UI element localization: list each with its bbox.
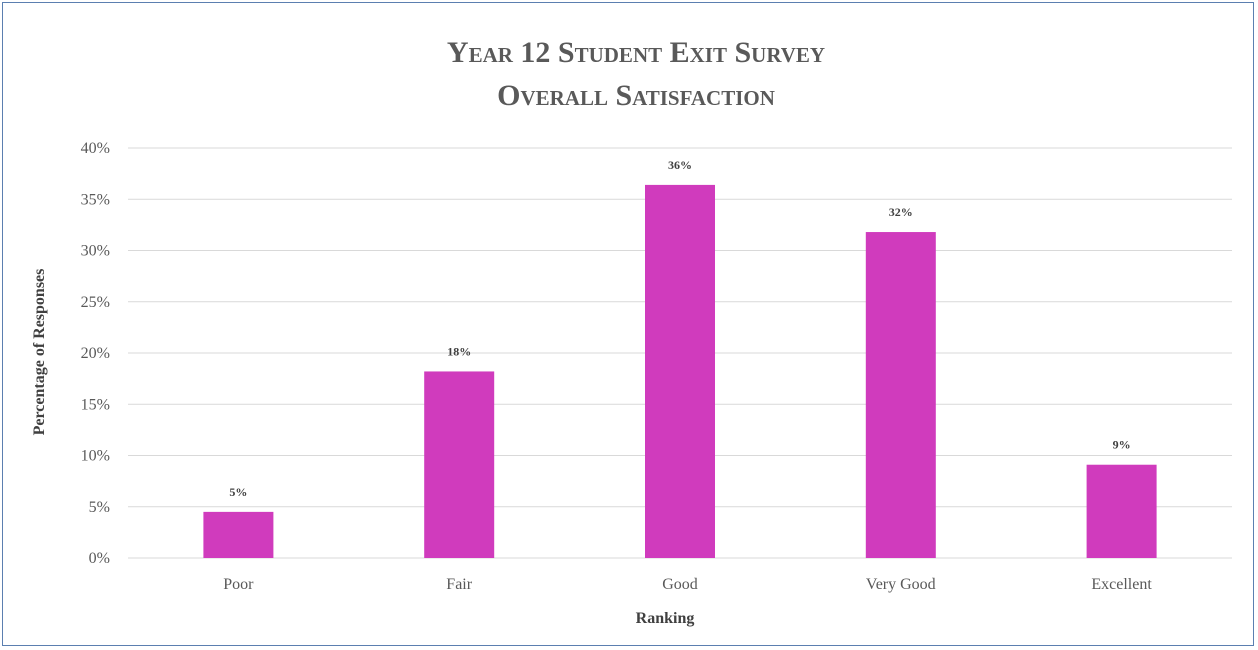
chart-subtitle: Overall Satisfaction xyxy=(497,79,775,112)
data-label: 5% xyxy=(229,485,247,499)
x-tick-label: Poor xyxy=(223,576,254,593)
x-tick-label: Good xyxy=(662,576,698,593)
bars xyxy=(203,184,1157,559)
y-tick-label: 10% xyxy=(81,448,110,465)
x-tick-label: Fair xyxy=(446,576,472,593)
y-tick-label: 25% xyxy=(81,294,110,311)
bar-very-good xyxy=(865,232,936,559)
x-tick-label: Very Good xyxy=(866,576,936,593)
bar-fair xyxy=(424,371,495,558)
data-label: 36% xyxy=(668,158,692,172)
y-tick-label: 0% xyxy=(89,550,110,567)
y-tick-label: 35% xyxy=(81,191,110,208)
y-tick-label: 30% xyxy=(81,243,110,260)
y-tick-label: 15% xyxy=(81,396,110,413)
x-axis-tick-labels: Poor Fair Good Very Good Excellent xyxy=(223,576,1152,593)
y-axis-title: Percentage of Responses xyxy=(31,269,48,436)
x-tick-label: Excellent xyxy=(1091,576,1152,593)
x-axis-title: Ranking xyxy=(636,610,695,627)
y-tick-label: 20% xyxy=(81,345,110,362)
data-label: 32% xyxy=(889,205,913,219)
y-tick-label: 5% xyxy=(89,499,110,516)
y-tick-label: 40% xyxy=(81,140,110,157)
y-axis-tick-labels: 0% 5% 10% 15% 20% 25% 30% 35% 40% xyxy=(81,140,110,567)
data-label: 18% xyxy=(447,344,471,358)
data-labels: 5% 18% 36% 32% 9% xyxy=(229,158,1130,499)
data-label: 9% xyxy=(1113,438,1131,452)
bar-good xyxy=(645,184,715,558)
bar-excellent xyxy=(1086,464,1157,558)
chart-title-group: Year 12 Student Exit Survey Overall Sati… xyxy=(447,36,825,112)
chart-title: Year 12 Student Exit Survey xyxy=(447,36,825,69)
bar-poor xyxy=(203,511,274,558)
